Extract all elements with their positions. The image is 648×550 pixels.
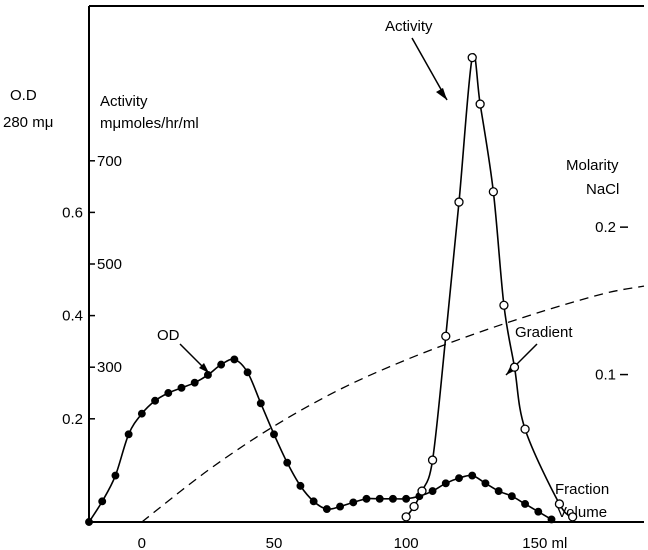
activity-tick-label: 500	[97, 256, 122, 273]
od-data-point	[349, 498, 358, 507]
od-data-point	[402, 494, 411, 503]
od-axis-title-line2: 280 mμ	[3, 114, 53, 131]
od-data-point	[164, 389, 173, 397]
od-tick-label: 0.6	[62, 204, 83, 221]
od-data-point	[388, 494, 397, 503]
od-data-point	[547, 515, 556, 524]
od-data-point	[151, 396, 160, 405]
od-data-point	[455, 474, 463, 483]
activity-axis-title-line1: Activity	[100, 93, 148, 110]
activity-data-point	[475, 99, 485, 109]
activity-tick-label: 300	[97, 359, 122, 376]
od-data-point	[283, 458, 292, 467]
activity-data-point	[554, 499, 565, 509]
x-tick-label: 100	[394, 535, 419, 550]
activity-data-point	[488, 187, 499, 197]
x-tick-label: 50	[266, 535, 283, 550]
od-data-point	[177, 383, 186, 392]
activity-data-point	[509, 362, 520, 372]
axis-ticks: 0 50 100 150 ml 0.2 0.4 0.6 300 500 700 0.1 0.2	[62, 153, 628, 550]
activity-tick-label: 700	[97, 153, 122, 170]
od-data-point	[428, 487, 437, 495]
x-tick-label: 150 ml	[522, 535, 567, 550]
od-data-point	[190, 378, 199, 387]
x-tick-label: 0	[138, 535, 146, 550]
activity-data-point	[520, 424, 530, 434]
od-data-point	[468, 471, 477, 480]
od-data-point	[217, 360, 226, 369]
od-data-point	[441, 479, 450, 488]
od-data-point	[362, 494, 371, 503]
od-data-point	[85, 518, 93, 526]
activity-data-point	[441, 331, 451, 341]
molarity-tick-label: 0.1	[595, 367, 616, 384]
activity-data-point	[427, 455, 438, 465]
od-data-point	[137, 409, 146, 418]
od-data-point	[243, 368, 252, 377]
od-data-point	[494, 487, 503, 495]
od-data-point	[375, 494, 384, 503]
fraction-label: Fraction	[555, 481, 609, 498]
activity-data-point	[401, 512, 411, 522]
od-data-point	[309, 497, 318, 506]
od-data-point	[270, 430, 278, 439]
od-curve-label: OD	[157, 327, 180, 344]
activity-data-point	[499, 300, 509, 310]
od-data-point	[507, 492, 516, 501]
activity-data-point	[467, 52, 477, 63]
od-data-point	[296, 481, 305, 490]
activity-label-arrowhead	[436, 88, 447, 100]
activity-data-point	[409, 501, 419, 512]
od-axis-title-line1: O.D	[10, 87, 37, 104]
od-data-point	[124, 430, 133, 439]
od-data-point	[98, 497, 107, 506]
activity-data-point	[567, 512, 578, 522]
molarity-axis-title-line1: Molarity	[566, 157, 619, 174]
od-data-point	[230, 355, 239, 364]
activity-data-point	[454, 197, 464, 207]
od-data-point	[111, 471, 120, 480]
activity-axis-title-line2: mμmoles/hr/ml	[100, 115, 199, 132]
od-series-line	[88, 358, 552, 523]
gradient-curve-label: Gradient	[515, 324, 573, 341]
od-data-point	[256, 399, 265, 408]
od-data-point	[203, 370, 212, 379]
activity-curve-label: Activity	[385, 18, 433, 35]
od-tick-label: 0.4	[62, 308, 83, 325]
od-data-point	[336, 502, 345, 511]
od-data-point	[322, 505, 331, 514]
od-data-point	[521, 499, 530, 508]
od-data-point	[534, 507, 543, 516]
activity-data-point	[417, 486, 427, 496]
molarity-axis-title-line2: NaCl	[586, 181, 619, 198]
od-tick-label: 0.2	[62, 411, 83, 428]
molarity-tick-label: 0.2	[595, 219, 616, 236]
frame	[88, 5, 644, 523]
activity-series-line	[405, 53, 574, 518]
gradient-series-line	[141, 285, 645, 523]
series-layer	[85, 52, 645, 526]
od-data-point	[481, 479, 490, 488]
od-label-arrowhead	[199, 363, 209, 373]
